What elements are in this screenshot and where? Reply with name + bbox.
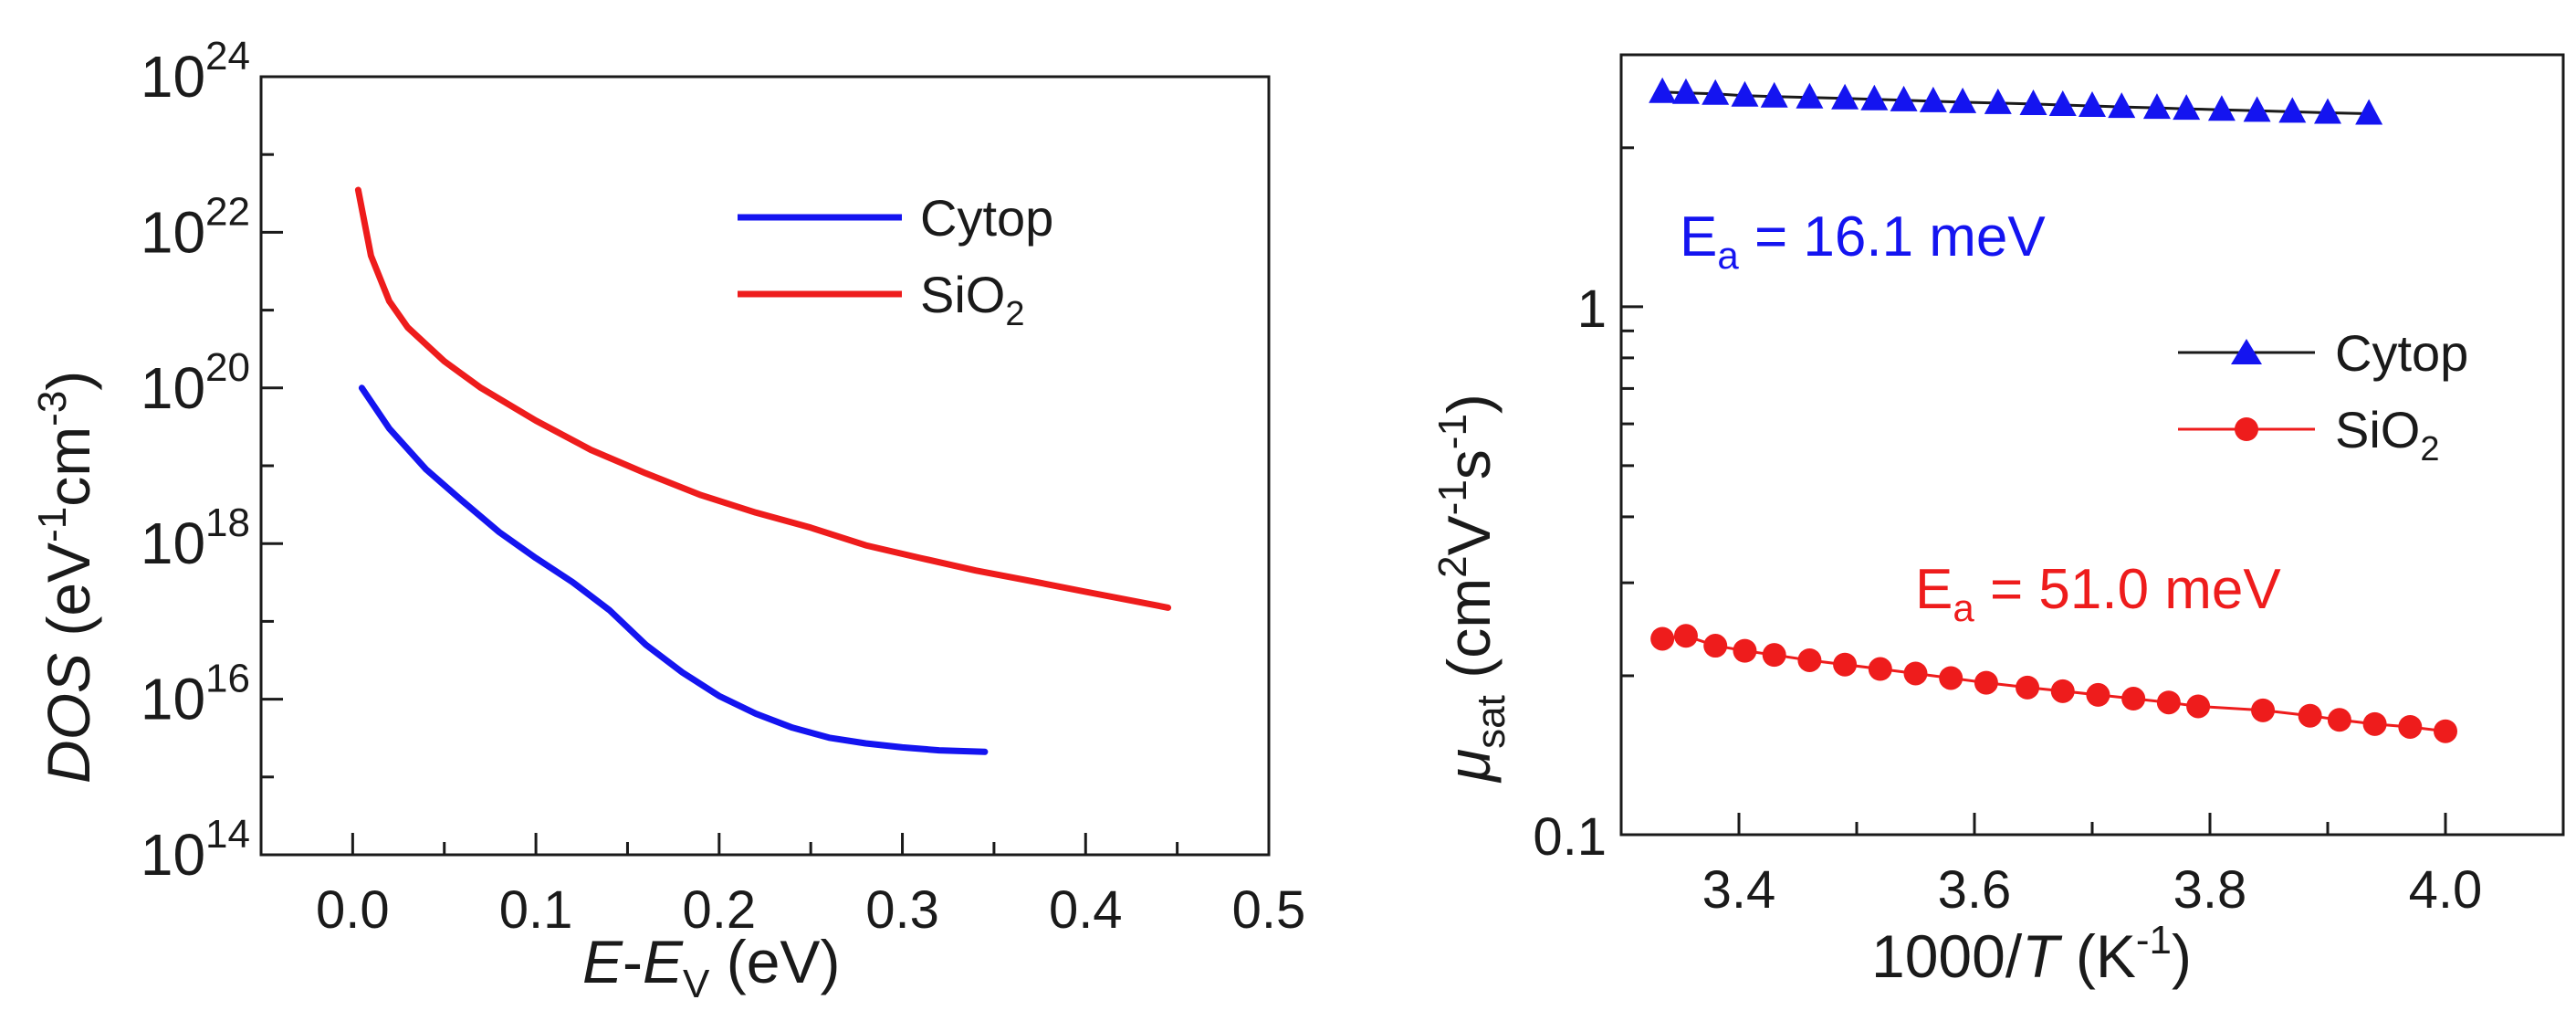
y-tick-label: 1024 [141,34,250,110]
data-point-cytop [2355,99,2383,125]
dos-chart: 1014 1016 1018 1020 1022 1024 0.0 0.1 0.2 0.3 0.4… [30,34,1305,1006]
x-tick-label: 0.4 [1049,880,1123,940]
legend-label-sio2: SiO2 [920,266,1025,333]
data-point-cytop [2243,96,2271,122]
data-point-sio2 [1974,670,1998,695]
data-point-cytop [2142,93,2171,120]
x-axis-label: 1000/T (K-1) [1871,918,2192,990]
data-point-sio2 [1903,661,1928,686]
data-point-cytop [1949,87,1977,113]
data-point-sio2 [2156,690,2181,715]
y-tick-label: 1 [1577,279,1607,339]
x-tick-label: 3.4 [1702,860,1776,920]
activation-energy-sio2: Ea = 51.0 meV [1915,558,2281,629]
y-tick-label: 1020 [141,345,250,421]
y-tick-label: 0.1 [1533,807,1607,867]
data-point-cytop [2173,94,2201,121]
data-point-sio2 [2362,711,2387,736]
plot-frame [259,75,1271,857]
data-point-cytop [1702,79,1730,105]
legend-marker-cytop [2231,339,2262,364]
data-point-cytop [1760,81,1788,108]
data-point-cytop [1984,88,2012,114]
data-point-sio2 [2121,687,2146,711]
data-point-cytop [2108,92,2136,119]
data-point-cytop [1671,78,1700,104]
x-tick-label: 0.0 [316,880,390,940]
x-axis-label: E-EV (eV) [582,928,840,1006]
series-line-cytop [358,384,989,755]
data-point-cytop [1649,77,1677,103]
legend: Cytop SiO2 [738,189,1053,333]
y-ticks: 0.11 [1533,53,1643,867]
data-point-sio2 [1673,624,1698,648]
x-tick-label: 0.3 [865,880,939,940]
data-point-cytop [2019,89,2047,115]
data-point-sio2 [2016,675,2040,700]
y-axis-label: μsat (cm2V-1s-1) [1430,394,1513,784]
legend-marker-sio2 [2235,417,2258,441]
series-line-sio2 [354,186,1172,611]
y-tick-label: 1016 [141,657,250,732]
data-point-cytop [1831,83,1859,110]
data-point-sio2 [1703,634,1728,658]
data-point-sio2 [1868,657,1892,681]
data-point-sio2 [2434,719,2457,743]
data-point-sio2 [2086,682,2110,707]
y-axis-label: DOS (eV-1cm-3) [30,371,102,784]
data-point-cytop [2314,98,2341,124]
data-point-cytop [1860,84,1889,111]
data-point-sio2 [2050,679,2075,703]
data-point-sio2 [2251,698,2276,722]
data-point-cytop [1890,85,1918,111]
series-group [1649,77,2457,743]
activation-energy-cytop: Ea = 16.1 meV [1680,205,2046,277]
data-point-cytop [1919,86,1947,112]
data-point-sio2 [1797,647,1822,672]
data-point-sio2 [1939,666,1963,690]
series-group [354,186,1172,755]
x-tick-label: 0.5 [1232,880,1306,940]
x-tick-label: 0.2 [682,880,756,940]
data-point-sio2 [2327,708,2351,732]
data-point-cytop [2207,95,2236,121]
data-point-sio2 [2398,714,2423,739]
data-point-sio2 [1650,626,1675,651]
data-point-sio2 [2186,694,2211,719]
x-tick-label: 3.6 [1938,860,2012,920]
y-tick-label: 1014 [141,812,250,888]
y-tick-label: 1018 [141,500,250,576]
x-tick-label: 3.8 [2173,860,2247,920]
y-tick-label: 1022 [141,189,250,265]
data-point-cytop [2048,89,2077,116]
y-ticks: 1014 1016 1018 1020 1022 1024 [141,34,283,888]
legend: Cytop SiO2 [2178,324,2468,468]
x-tick-label: 0.1 [499,880,573,940]
data-point-cytop [2079,91,2106,118]
data-point-cytop [1731,80,1759,107]
x-tick-label: 4.0 [2409,860,2483,920]
legend-label-cytop: Cytop [920,189,1053,247]
mobility-chart: 0.11 3.4 3.6 3.8 4.0 Ea = 16.1 meV Ea = 51.… [1430,53,2565,990]
legend-label-cytop: Cytop [2335,324,2468,382]
data-point-sio2 [1833,652,1858,677]
x-ticks: 0.0 0.1 0.2 0.3 0.4 0.5 [316,833,1305,940]
data-point-cytop [1796,82,1824,109]
data-point-sio2 [2298,703,2322,728]
data-point-sio2 [1762,643,1786,668]
x-ticks: 3.4 3.6 3.8 4.0 [1702,813,2483,920]
legend-label-sio2: SiO2 [2335,401,2440,468]
data-point-cytop [2278,97,2307,123]
data-point-sio2 [1733,638,1757,663]
